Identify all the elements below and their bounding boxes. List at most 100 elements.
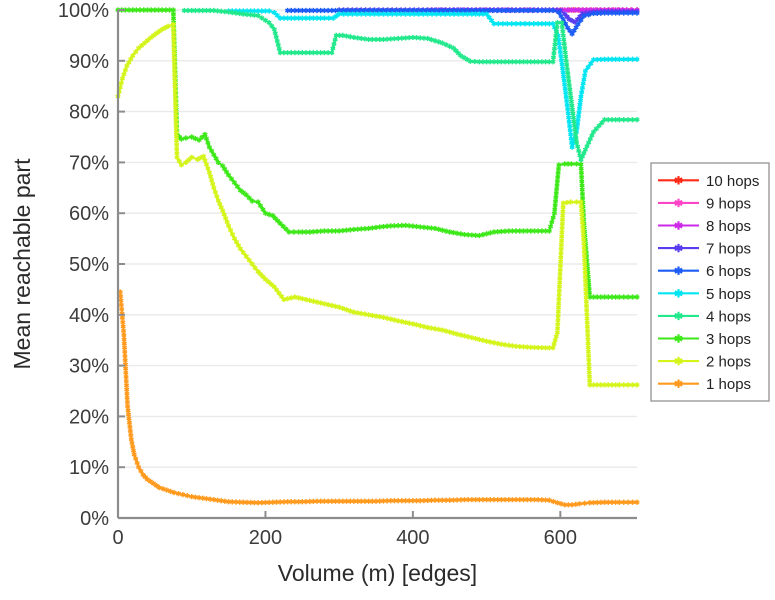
- marker-asterisk: [599, 120, 605, 126]
- marker-asterisk: [171, 490, 177, 496]
- marker-asterisk: [203, 136, 210, 142]
- marker-asterisk: [454, 230, 460, 236]
- marker-asterisk: [556, 162, 562, 168]
- marker-asterisk: [330, 45, 336, 51]
- series-2-hops: [115, 21, 640, 388]
- marker-asterisk: [391, 317, 398, 323]
- marker-asterisk: [472, 58, 478, 65]
- marker-asterisk: [550, 59, 556, 65]
- marker-asterisk: [432, 225, 438, 232]
- legend-item-10-hops[interactable]: 10 hops: [658, 173, 759, 190]
- marker-asterisk: [447, 229, 453, 235]
- marker-asterisk: [576, 501, 583, 507]
- marker-asterisk: [291, 229, 297, 235]
- marker-asterisk: [517, 21, 524, 27]
- marker-asterisk: [373, 313, 379, 319]
- legend-item-8-hops[interactable]: 8 hops: [658, 218, 751, 235]
- marker-asterisk: [367, 11, 373, 17]
- y-tick-label: 90%: [69, 51, 109, 73]
- marker-asterisk: [246, 257, 252, 263]
- x-tick-label: 0: [112, 527, 123, 549]
- legend-item-3-hops[interactable]: 3 hops: [658, 331, 751, 348]
- legend-item-label: 5 hops: [706, 286, 751, 303]
- marker-asterisk: [480, 232, 486, 238]
- series-markers: [225, 8, 640, 150]
- x-tick-label: 400: [396, 527, 429, 549]
- marker-asterisk: [385, 11, 391, 17]
- legend-item-6-hops[interactable]: 6 hops: [658, 263, 751, 280]
- marker-asterisk: [554, 20, 561, 26]
- legend-item-7-hops[interactable]: 7 hops: [658, 241, 751, 258]
- legend-item-label: 6 hops: [706, 263, 751, 280]
- legend-item-2-hops[interactable]: 2 hops: [658, 354, 751, 371]
- y-tick-label: 60%: [69, 203, 109, 225]
- marker-asterisk: [491, 21, 497, 27]
- marker-asterisk: [405, 7, 412, 14]
- legend[interactable]: 10 hops 9 hops 8 hops 7 hops 6 hops 5 hops 4 h…: [650, 162, 770, 402]
- marker-asterisk: [616, 294, 622, 300]
- marker-asterisk: [199, 134, 205, 140]
- marker-asterisk: [494, 7, 500, 14]
- marker-asterisk: [343, 33, 350, 39]
- marker-asterisk: [348, 7, 354, 14]
- marker-asterisk: [432, 38, 438, 44]
- legend-item-1-hops[interactable]: 1 hops: [658, 376, 751, 393]
- marker-asterisk: [257, 203, 264, 209]
- marker-asterisk: [495, 340, 501, 347]
- marker-asterisk: [307, 297, 313, 304]
- marker-asterisk: [272, 30, 278, 36]
- y-axis-title: Mean reachable part: [9, 158, 35, 370]
- marker-asterisk: [325, 302, 331, 308]
- x-tick-label: 600: [544, 527, 577, 549]
- axis-titles-layer: Volume (m) [edges] Mean reachable part: [9, 158, 477, 586]
- marker-asterisk: [562, 21, 569, 27]
- series-6-hops: [284, 7, 640, 37]
- marker-asterisk: [392, 7, 398, 14]
- marker-asterisk: [589, 132, 595, 139]
- marker-asterisk: [634, 56, 640, 62]
- marker-asterisk: [421, 324, 427, 330]
- legend-item-4-hops[interactable]: 4 hops: [658, 308, 751, 325]
- marker-asterisk: [556, 9, 562, 16]
- marker-asterisk: [629, 10, 636, 16]
- marker-asterisk: [458, 231, 464, 237]
- marker-asterisk: [271, 26, 277, 32]
- marker-asterisk: [487, 339, 493, 345]
- legend-item-9-hops[interactable]: 9 hops: [658, 195, 751, 212]
- marker-asterisk: [488, 17, 495, 24]
- marker-asterisk: [504, 21, 510, 27]
- marker-asterisk: [321, 301, 328, 307]
- marker-asterisk: [380, 11, 387, 17]
- marker-asterisk: [321, 15, 328, 21]
- marker-asterisk: [208, 177, 215, 183]
- marker-asterisk: [438, 11, 444, 17]
- marker-asterisk: [259, 15, 265, 21]
- marker-asterisk: [165, 23, 171, 29]
- marker-asterisk: [402, 11, 409, 17]
- marker-asterisk: [558, 13, 564, 19]
- y-tick-label: 70%: [69, 152, 109, 174]
- marker-asterisk: [280, 223, 286, 229]
- marker-asterisk: [395, 318, 401, 324]
- marker-asterisk: [550, 215, 556, 221]
- marker-asterisk: [485, 7, 491, 14]
- legend-marker-asterisk: [674, 356, 683, 366]
- marker-asterisk: [207, 173, 214, 179]
- marker-asterisk: [513, 21, 519, 27]
- marker-asterisk: [498, 7, 504, 14]
- marker-asterisk: [573, 161, 580, 167]
- marker-asterisk: [450, 7, 456, 14]
- marker-asterisk: [276, 46, 282, 52]
- marker-asterisk: [582, 68, 589, 74]
- marker-asterisk: [467, 7, 474, 14]
- marker-asterisk: [262, 17, 269, 23]
- legend-item-5-hops[interactable]: 5 hops: [658, 286, 751, 303]
- legend-marker-asterisk: [674, 311, 683, 321]
- marker-asterisk: [554, 500, 561, 506]
- marker-asterisk: [433, 11, 440, 17]
- marker-asterisk: [425, 35, 431, 42]
- marker-asterisk: [260, 206, 266, 213]
- marker-asterisk: [590, 129, 597, 135]
- marker-asterisk: [278, 293, 285, 299]
